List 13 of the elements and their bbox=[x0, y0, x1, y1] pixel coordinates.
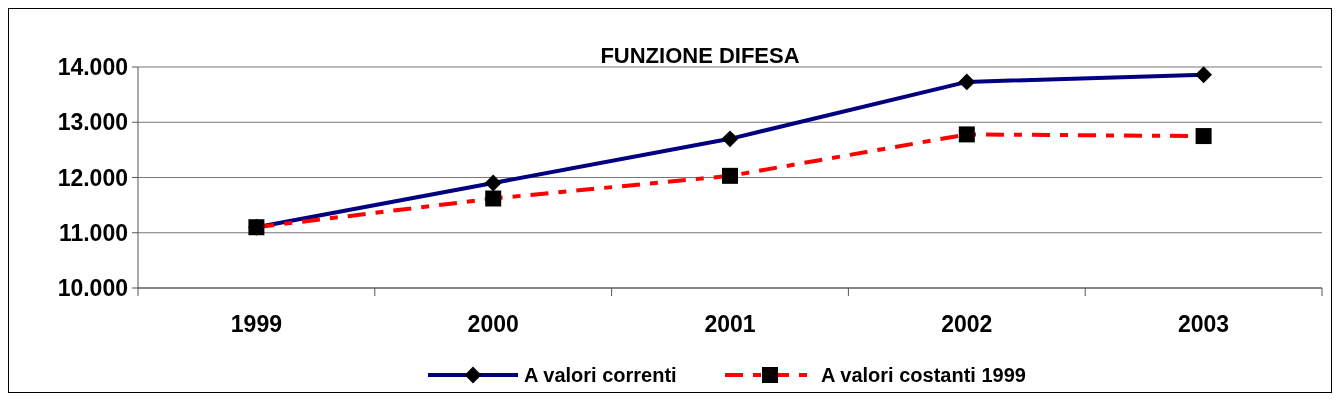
y-tick-label: 14.000 bbox=[57, 54, 128, 81]
chart-title: FUNZIONE DIFESA bbox=[600, 43, 800, 68]
x-tick-label: 2001 bbox=[704, 311, 756, 337]
y-tick-label: 10.000 bbox=[57, 275, 128, 302]
y-tick-label: 11.000 bbox=[58, 219, 128, 246]
x-tick-label: 1999 bbox=[230, 311, 282, 337]
x-tick-label: 2003 bbox=[1178, 311, 1230, 337]
x-tick-label: 2002 bbox=[941, 311, 993, 337]
x-tick-label: 2000 bbox=[467, 311, 519, 337]
y-tick-label: 12.000 bbox=[57, 164, 128, 191]
y-tick-label: 13.000 bbox=[57, 109, 128, 136]
legend-label: A valori costanti 1999 bbox=[821, 364, 1026, 386]
legend-label: A valori correnti bbox=[524, 364, 677, 386]
